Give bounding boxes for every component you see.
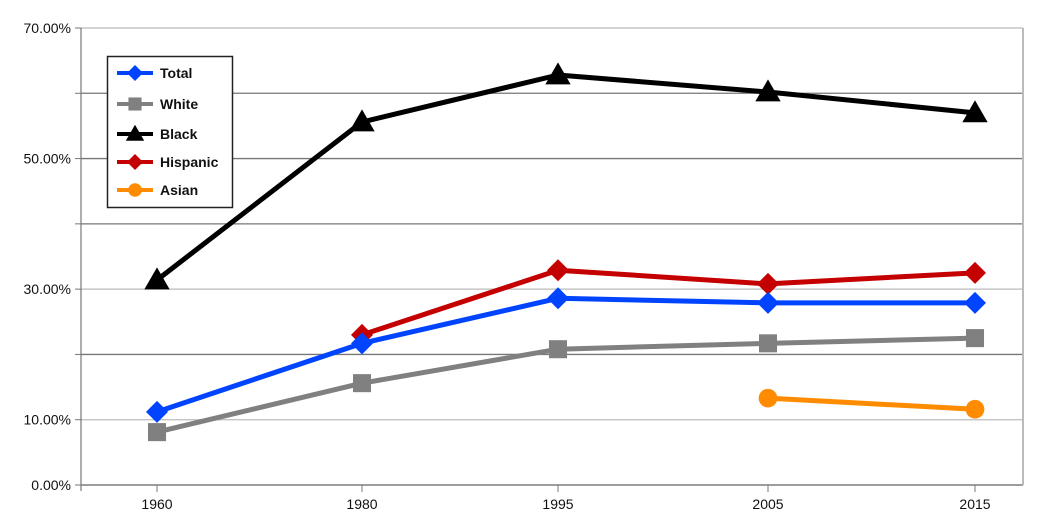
x-tick-label: 1980	[346, 496, 377, 512]
legend-label: Black	[160, 126, 198, 142]
legend-item-black[interactable]: Black	[117, 124, 198, 142]
triangle-marker	[755, 79, 781, 102]
legend-label: Total	[160, 65, 192, 81]
square-marker	[147, 423, 167, 442]
triangle-marker	[962, 100, 988, 123]
legend-label: Hispanic	[160, 154, 219, 170]
legend: Total White Black Hispanic Asian	[106, 55, 234, 209]
legend-item-hispanic[interactable]: Hispanic	[117, 154, 219, 170]
legend-item-total[interactable]: Total	[117, 65, 192, 81]
diamond-marker	[351, 332, 373, 355]
series-hispanic	[351, 259, 986, 346]
diamond-marker	[757, 272, 779, 295]
x-tick-label: 1960	[141, 496, 172, 512]
diamond-marker	[964, 291, 986, 314]
y-tick-label: 0.00%	[31, 477, 71, 493]
square-marker	[352, 374, 372, 393]
series-white	[147, 329, 985, 442]
square-marker	[965, 329, 985, 348]
diamond-marker	[547, 259, 569, 282]
legend-item-white[interactable]: White	[117, 96, 198, 112]
circle-marker	[758, 388, 778, 408]
diamond-marker	[127, 65, 143, 81]
y-tick-label: 10.00%	[24, 412, 71, 428]
y-tick-label: 70.00%	[24, 20, 71, 36]
series-line	[767, 395, 976, 412]
square-marker	[128, 97, 142, 111]
triangle-marker	[144, 267, 170, 290]
triangle-marker	[125, 124, 145, 141]
square-marker	[758, 334, 778, 353]
legend-item-asian[interactable]: Asian	[117, 182, 198, 198]
triangle-marker	[349, 109, 375, 132]
diamond-marker	[964, 261, 986, 284]
series-line	[155, 72, 976, 282]
y-tick-label: 30.00%	[24, 281, 71, 297]
diamond-marker	[146, 400, 168, 423]
series-total	[146, 287, 986, 423]
x-tick-label: 1995	[542, 496, 573, 512]
x-tick-label: 2005	[752, 496, 783, 512]
circle-marker	[965, 399, 985, 419]
diamond-marker	[757, 291, 779, 314]
x-tick-label: 2015	[959, 496, 990, 512]
diamond-marker	[127, 154, 143, 170]
legend-label: White	[160, 96, 198, 112]
legend-label: Asian	[160, 182, 198, 198]
triangle-marker	[545, 62, 571, 85]
diamond-marker	[547, 287, 569, 310]
square-marker	[548, 340, 568, 359]
series-line	[361, 267, 976, 338]
series-black	[144, 62, 988, 290]
series-asian	[758, 388, 985, 419]
y-tick-label: 50.00%	[24, 151, 71, 167]
circle-marker	[128, 183, 142, 197]
